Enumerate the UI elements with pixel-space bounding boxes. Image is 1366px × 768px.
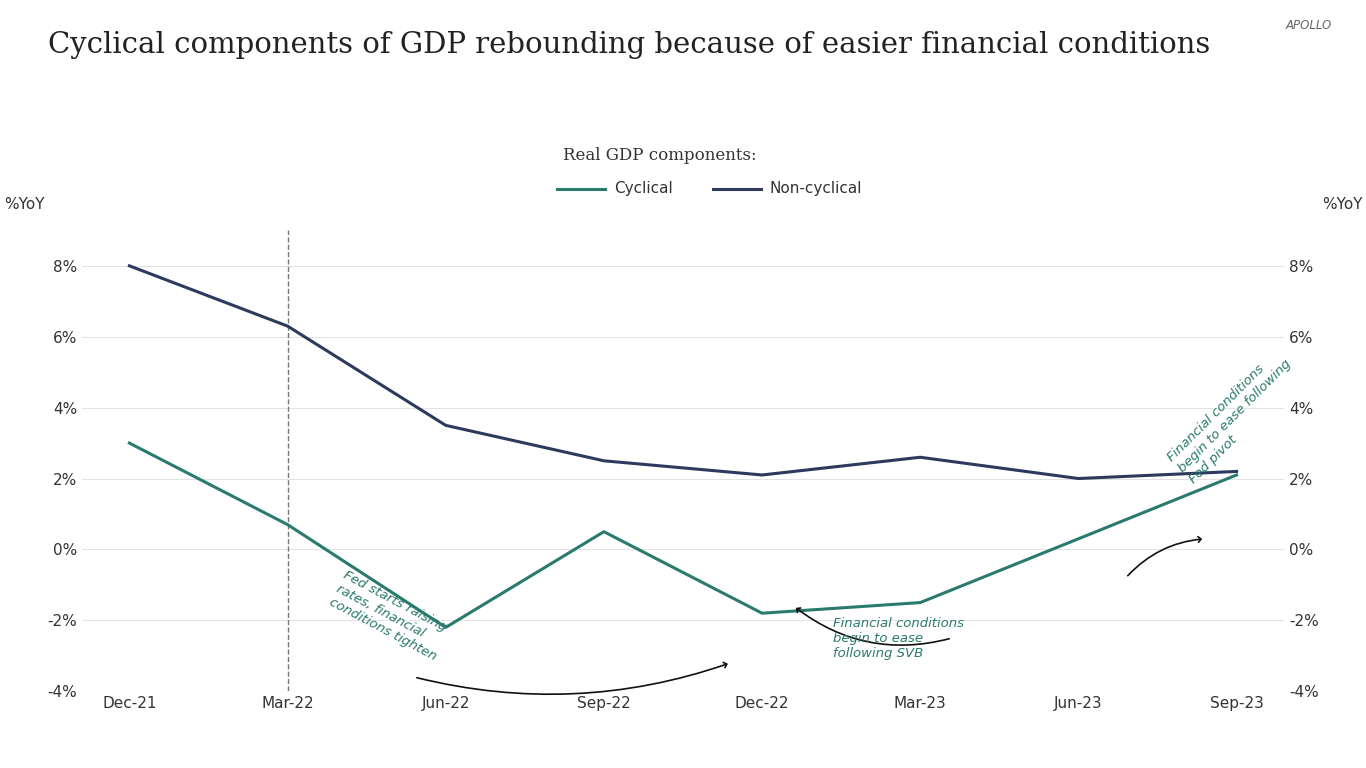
Text: %YoY: %YoY xyxy=(1322,197,1362,212)
Text: %YoY: %YoY xyxy=(4,197,44,212)
Text: Cyclical: Cyclical xyxy=(615,181,673,197)
Text: Real GDP components:: Real GDP components: xyxy=(563,147,757,164)
Text: Fed starts raising
rates, financial
conditions tighten: Fed starts raising rates, financial cond… xyxy=(326,569,454,663)
Text: Financial conditions
begin to ease
following SVB: Financial conditions begin to ease follo… xyxy=(833,617,964,660)
Text: Financial conditions
begin to ease following
Fed pivot: Financial conditions begin to ease follo… xyxy=(1165,346,1305,485)
Text: Cyclical components of GDP rebounding because of easier financial conditions: Cyclical components of GDP rebounding be… xyxy=(48,31,1210,58)
Text: APOLLO: APOLLO xyxy=(1285,19,1332,32)
Text: Non-cyclical: Non-cyclical xyxy=(769,181,862,197)
